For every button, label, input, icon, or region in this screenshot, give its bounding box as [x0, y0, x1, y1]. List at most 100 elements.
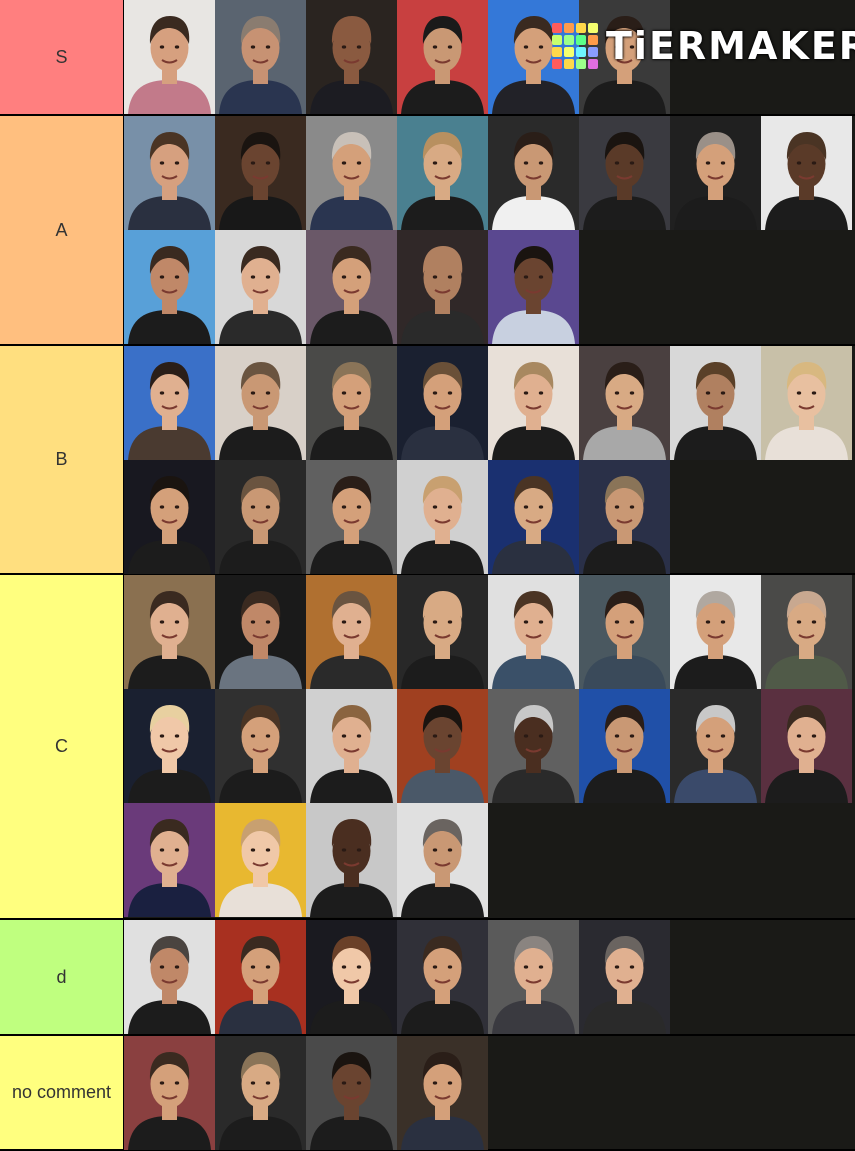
portrait-icon	[306, 803, 397, 917]
portrait-tile[interactable]	[488, 230, 579, 344]
portrait-icon	[397, 575, 488, 689]
portrait-icon	[124, 1036, 215, 1150]
portrait-icon	[579, 116, 670, 230]
portrait-tile[interactable]	[306, 230, 397, 344]
portrait-tile[interactable]	[397, 346, 488, 460]
portrait-icon	[215, 346, 306, 460]
portrait-icon	[306, 460, 397, 574]
tier-items-c	[124, 575, 855, 918]
portrait-tile[interactable]	[306, 460, 397, 574]
portrait-tile[interactable]	[306, 346, 397, 460]
portrait-tile[interactable]	[670, 346, 761, 460]
portrait-tile[interactable]	[215, 575, 306, 689]
tier-label-s[interactable]: S	[0, 0, 124, 114]
tier-label-c[interactable]: C	[0, 575, 124, 918]
portrait-tile[interactable]	[124, 1036, 215, 1150]
portrait-tile[interactable]	[397, 575, 488, 689]
portrait-tile[interactable]	[215, 116, 306, 230]
portrait-tile[interactable]	[215, 1036, 306, 1150]
portrait-tile[interactable]	[579, 460, 670, 574]
portrait-tile[interactable]	[215, 689, 306, 803]
portrait-tile[interactable]	[397, 230, 488, 344]
portrait-tile[interactable]	[124, 0, 215, 114]
portrait-tile[interactable]	[215, 460, 306, 574]
portrait-icon	[397, 116, 488, 230]
portrait-tile[interactable]	[124, 230, 215, 344]
portrait-tile[interactable]	[670, 116, 761, 230]
portrait-icon	[670, 689, 761, 803]
portrait-tile[interactable]	[124, 689, 215, 803]
portrait-tile[interactable]	[397, 689, 488, 803]
portrait-tile[interactable]	[124, 460, 215, 574]
tier-label-no-comment[interactable]: no comment	[0, 1036, 124, 1149]
portrait-icon	[215, 230, 306, 344]
portrait-icon	[579, 575, 670, 689]
portrait-tile[interactable]	[761, 116, 852, 230]
portrait-icon	[215, 803, 306, 917]
portrait-tile[interactable]	[306, 1036, 397, 1150]
portrait-icon	[488, 0, 579, 114]
portrait-tile[interactable]	[397, 460, 488, 574]
portrait-tile[interactable]	[306, 0, 397, 114]
portrait-tile[interactable]	[488, 460, 579, 574]
tier-items-no-comment	[124, 1036, 855, 1150]
portrait-tile[interactable]	[124, 803, 215, 917]
portrait-tile[interactable]	[124, 920, 215, 1034]
portrait-tile[interactable]	[579, 346, 670, 460]
tier-items-b	[124, 346, 855, 574]
portrait-tile[interactable]	[761, 346, 852, 460]
portrait-tile[interactable]	[670, 575, 761, 689]
portrait-tile[interactable]	[488, 920, 579, 1034]
portrait-tile[interactable]	[488, 575, 579, 689]
portrait-icon	[215, 0, 306, 114]
tier-label-d[interactable]: d	[0, 920, 124, 1034]
portrait-tile[interactable]	[124, 346, 215, 460]
portrait-tile[interactable]	[215, 0, 306, 114]
portrait-tile[interactable]	[306, 920, 397, 1034]
portrait-icon	[761, 346, 852, 460]
portrait-tile[interactable]	[397, 1036, 488, 1150]
portrait-tile[interactable]	[306, 803, 397, 917]
portrait-tile[interactable]	[579, 0, 670, 114]
portrait-icon	[306, 0, 397, 114]
portrait-tile[interactable]	[670, 689, 761, 803]
portrait-tile[interactable]	[579, 920, 670, 1034]
portrait-tile[interactable]	[761, 575, 852, 689]
portrait-tile[interactable]	[761, 689, 852, 803]
portrait-icon	[306, 575, 397, 689]
portrait-icon	[397, 230, 488, 344]
portrait-icon	[579, 0, 670, 114]
portrait-tile[interactable]	[488, 346, 579, 460]
portrait-tile[interactable]	[579, 575, 670, 689]
portrait-tile[interactable]	[124, 116, 215, 230]
portrait-icon	[397, 803, 488, 917]
portrait-tile[interactable]	[488, 116, 579, 230]
portrait-icon	[579, 689, 670, 803]
portrait-tile[interactable]	[306, 116, 397, 230]
portrait-tile[interactable]	[397, 116, 488, 230]
portrait-tile[interactable]	[488, 689, 579, 803]
portrait-tile[interactable]	[488, 0, 579, 114]
portrait-tile[interactable]	[215, 230, 306, 344]
portrait-tile[interactable]	[215, 803, 306, 917]
portrait-tile[interactable]	[306, 689, 397, 803]
portrait-tile[interactable]	[215, 920, 306, 1034]
portrait-tile[interactable]	[124, 575, 215, 689]
portrait-tile[interactable]	[215, 346, 306, 460]
portrait-tile[interactable]	[397, 803, 488, 917]
portrait-icon	[215, 920, 306, 1034]
portrait-icon	[306, 920, 397, 1034]
portrait-icon	[124, 689, 215, 803]
tier-label-a[interactable]: A	[0, 116, 124, 344]
portrait-tile[interactable]	[579, 689, 670, 803]
portrait-icon	[670, 116, 761, 230]
portrait-icon	[306, 230, 397, 344]
portrait-tile[interactable]	[397, 0, 488, 114]
portrait-tile[interactable]	[579, 116, 670, 230]
portrait-tile[interactable]	[306, 575, 397, 689]
portrait-icon	[306, 116, 397, 230]
tier-label-b[interactable]: B	[0, 346, 124, 573]
portrait-icon	[397, 460, 488, 574]
portrait-tile[interactable]	[397, 920, 488, 1034]
portrait-icon	[670, 575, 761, 689]
